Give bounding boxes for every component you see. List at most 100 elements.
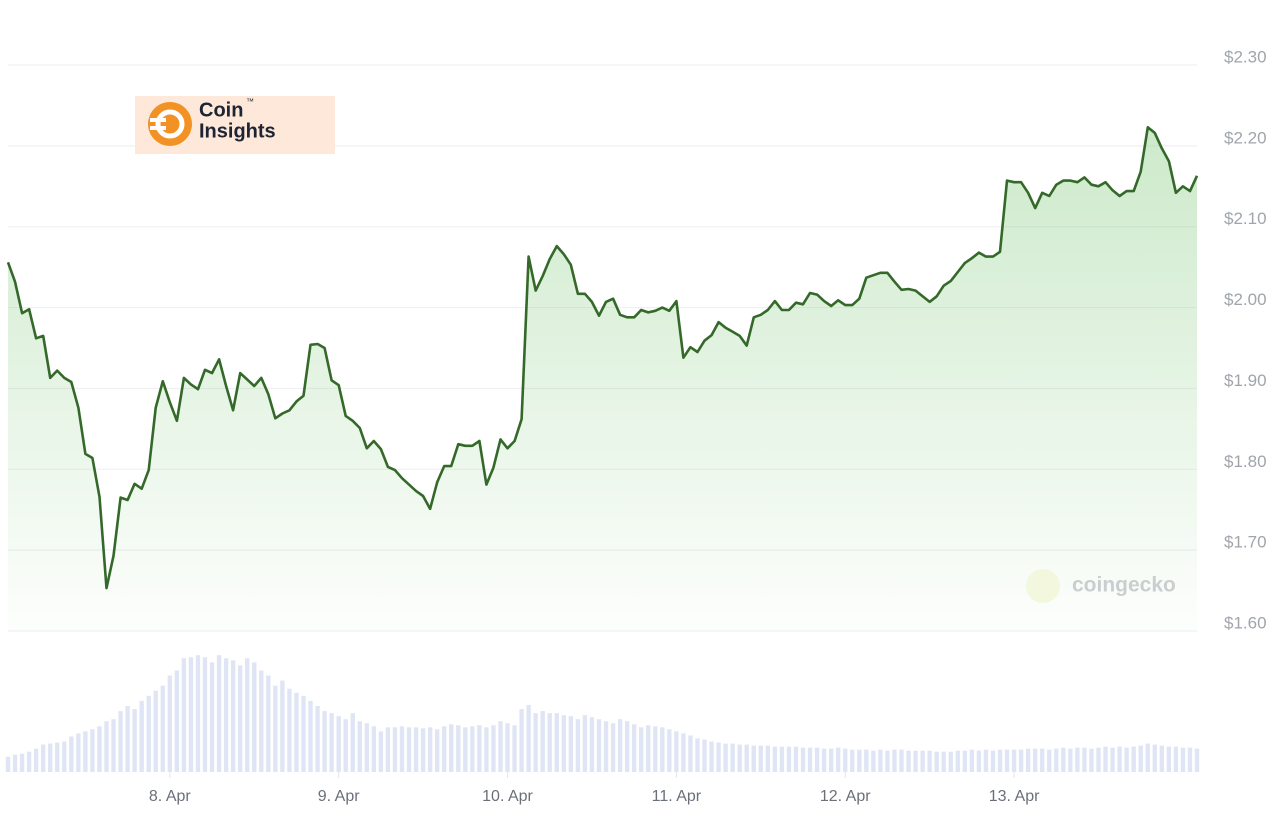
volume-bar: [1082, 747, 1087, 772]
x-tick-label: 8. Apr: [149, 788, 191, 805]
volume-bar: [1138, 745, 1143, 772]
volume-bar: [758, 745, 763, 772]
volume-bar: [392, 727, 398, 772]
volume-bar: [1145, 743, 1150, 772]
volume-bar: [526, 704, 531, 772]
volume-bar: [26, 751, 32, 772]
volume-bar: [1047, 749, 1052, 772]
volume-bar: [336, 716, 341, 772]
volume-bar: [941, 751, 946, 772]
volume-bar: [674, 731, 679, 772]
volume-bar: [259, 670, 264, 772]
volume-bar: [301, 695, 306, 772]
volume-bar: [1061, 747, 1066, 772]
volume-bar: [1103, 746, 1108, 772]
logo-icon: [148, 102, 192, 146]
volume-bar: [266, 675, 271, 772]
volume-bar: [603, 721, 609, 772]
volume-bar: [533, 713, 538, 772]
volume-bar: [188, 657, 194, 772]
volume-bar: [322, 711, 327, 772]
volume-bar: [1068, 748, 1073, 772]
volume-bar: [631, 724, 637, 772]
logo-icon-bar: [150, 126, 166, 130]
volume-bar: [308, 700, 313, 772]
y-tick-label: $1.90: [1224, 371, 1267, 390]
volume-bar: [568, 716, 574, 772]
watermark-icon: [1026, 569, 1060, 603]
price-area: [8, 127, 1197, 632]
volume-bar: [969, 749, 975, 772]
volume-bar: [153, 690, 158, 772]
volume-bar: [280, 680, 285, 772]
volume-bar: [864, 749, 869, 772]
volume-bar: [132, 709, 137, 772]
volume-bar: [589, 717, 595, 772]
volume-bar: [1018, 749, 1024, 772]
volume-bar: [252, 662, 257, 772]
volume-bar: [955, 750, 960, 772]
volume-bar: [427, 727, 433, 772]
y-tick-label: $2.30: [1224, 47, 1267, 66]
x-tick-label: 12. Apr: [820, 788, 871, 805]
volume-bar: [730, 743, 735, 772]
volume-bar: [385, 727, 391, 772]
volume-bar: [850, 749, 855, 772]
volume-bar: [1054, 748, 1059, 772]
volume-bar: [990, 750, 996, 772]
logo-icon-bar: [150, 118, 166, 122]
volume-bar: [948, 751, 953, 772]
volume-bar: [449, 724, 454, 772]
logo-trademark: ™: [246, 97, 254, 106]
volume-bar: [406, 727, 412, 772]
y-tick-label: $2.10: [1224, 209, 1267, 228]
logo: Coin ™ Insights: [135, 96, 335, 154]
y-tick-label: $2.00: [1224, 290, 1267, 309]
volume-bar: [1004, 749, 1010, 772]
volume-bar: [681, 733, 686, 772]
volume-bar: [997, 749, 1003, 772]
volume-bar: [800, 747, 806, 772]
volume-bars: [5, 655, 1200, 772]
volume-bar: [55, 742, 60, 772]
volume-bar: [216, 655, 222, 772]
volume-bar: [878, 749, 883, 772]
volume-bar: [273, 685, 278, 772]
volume-bar: [983, 749, 989, 772]
volume-bar: [315, 706, 320, 772]
volume-bar: [821, 748, 827, 772]
volume-bar: [1096, 747, 1101, 772]
volume-bar: [857, 749, 862, 772]
volume-bar: [836, 747, 841, 772]
volume-bar: [843, 748, 848, 772]
volume-bar: [69, 736, 74, 772]
volume-bar: [723, 743, 728, 772]
x-tick-label: 13. Apr: [989, 788, 1040, 805]
volume-bar: [1117, 746, 1122, 772]
volume-bar: [962, 750, 967, 772]
volume-bar: [667, 729, 672, 772]
volume-bar: [62, 741, 67, 772]
volume-bar: [610, 723, 616, 772]
volume-bar: [111, 719, 116, 772]
volume-bar: [786, 746, 792, 772]
volume-bar: [688, 735, 693, 772]
volume-bar: [343, 719, 348, 772]
volume-bar: [561, 715, 566, 772]
x-tick-label: 9. Apr: [318, 788, 360, 805]
volume-bar: [294, 692, 299, 772]
volume-bar: [33, 748, 39, 772]
volume-bar: [1166, 746, 1172, 772]
volume-bar: [420, 728, 426, 772]
plot: [6, 126, 1199, 632]
volume-bar: [709, 741, 714, 772]
volume-bar: [1173, 746, 1179, 772]
volume-bar: [617, 719, 623, 772]
volume-bar: [12, 754, 18, 772]
volume-bar: [885, 750, 890, 772]
volume-bar: [702, 739, 707, 772]
volume-bar: [364, 723, 369, 772]
volume-bar: [892, 749, 897, 772]
volume-bar: [245, 658, 250, 772]
volume-bar: [491, 725, 496, 772]
